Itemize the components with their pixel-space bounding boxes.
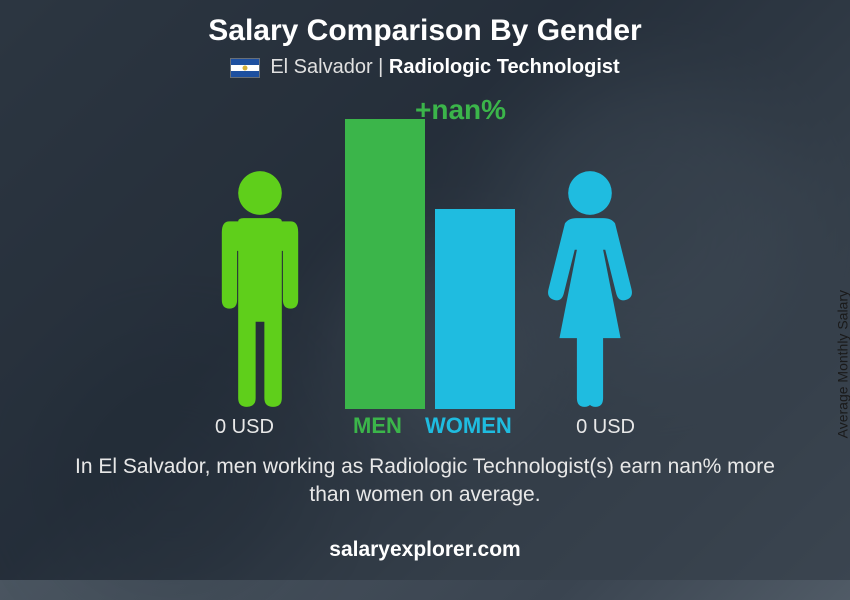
woman-icon [535, 169, 645, 409]
separator: | [373, 56, 389, 78]
job-title: Radiologic Technologist [389, 56, 620, 78]
men-label: MEN [353, 413, 402, 439]
country-name: El Salvador [270, 56, 372, 78]
women-label: WOMEN [425, 413, 512, 439]
main-content: Salary Comparison By Gender El Salvador … [0, 0, 850, 580]
subtitle-text: El Salvador | Radiologic Technologist [270, 56, 619, 79]
man-icon [205, 169, 315, 409]
flag-icon [230, 58, 260, 78]
summary-text: In El Salvador, men working as Radiologi… [65, 453, 785, 510]
subtitle-row: El Salvador | Radiologic Technologist [230, 56, 619, 79]
bar-men [345, 119, 425, 409]
chart-area: +nan% 0 USD MEN WOMEN 0 USD [125, 89, 725, 449]
women-value-label: 0 USD [576, 416, 635, 439]
men-value-label: 0 USD [215, 416, 274, 439]
footer-source: salaryexplorer.com [0, 538, 850, 562]
page-title: Salary Comparison By Gender [208, 14, 641, 48]
flag-stripe [231, 71, 259, 77]
flag-stripe [231, 65, 259, 71]
percent-difference-label: +nan% [415, 94, 506, 126]
y-axis-label: Average Monthly Salary [834, 290, 850, 438]
bar-women [435, 209, 515, 409]
